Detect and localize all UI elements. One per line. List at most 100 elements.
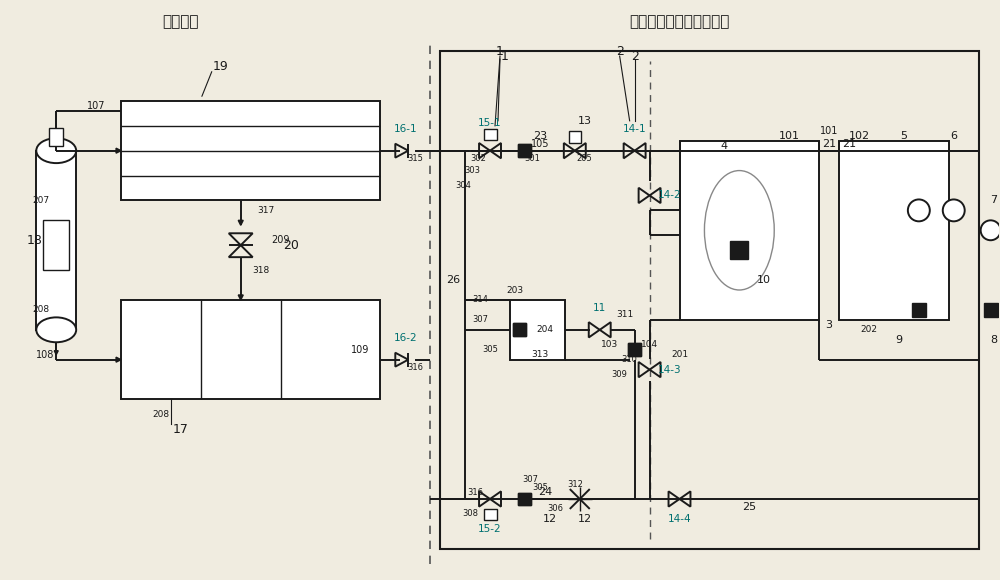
Text: 14-2: 14-2 [658, 190, 681, 201]
Bar [518, 144, 531, 157]
Text: 205: 205 [577, 154, 593, 163]
Text: 8: 8 [990, 335, 997, 345]
Text: 109: 109 [351, 345, 370, 355]
Bar [484, 129, 497, 140]
Bar [518, 492, 531, 505]
Polygon shape [116, 148, 121, 153]
Text: 203: 203 [506, 285, 524, 295]
Bar [36, 151, 76, 330]
Text: 7: 7 [990, 195, 997, 205]
Bar [484, 509, 497, 520]
Circle shape [908, 200, 930, 222]
Bar [121, 300, 380, 400]
Polygon shape [54, 351, 58, 355]
Bar [839, 141, 949, 320]
Bar [513, 323, 526, 336]
Text: 208: 208 [33, 306, 50, 314]
Text: 204: 204 [536, 325, 553, 334]
Text: 14-1: 14-1 [623, 124, 646, 134]
Bar [628, 343, 641, 356]
Text: 12: 12 [578, 514, 592, 524]
Text: 317: 317 [257, 206, 274, 215]
Text: 2: 2 [631, 50, 639, 63]
Text: 18: 18 [26, 234, 42, 246]
Text: 305: 305 [482, 345, 498, 354]
Text: 16-1: 16-1 [393, 124, 417, 134]
Text: 311: 311 [616, 310, 633, 320]
Text: 307: 307 [522, 474, 538, 484]
Text: 309: 309 [612, 370, 628, 379]
Text: 104: 104 [641, 340, 658, 349]
Text: 24: 24 [538, 487, 552, 497]
Polygon shape [238, 220, 243, 225]
Text: 314: 314 [472, 295, 488, 305]
Text: 308: 308 [462, 509, 478, 519]
Text: 301: 301 [524, 154, 540, 163]
Text: 310: 310 [622, 355, 638, 364]
Text: 305: 305 [532, 483, 548, 492]
Text: 1: 1 [501, 50, 509, 63]
Circle shape [943, 200, 965, 222]
Bar [513, 323, 526, 336]
Text: 16-2: 16-2 [393, 333, 417, 343]
Text: 13: 13 [578, 116, 592, 126]
Text: 6: 6 [950, 130, 957, 141]
Text: 12: 12 [543, 514, 557, 524]
Text: 17: 17 [173, 423, 189, 436]
Text: 306: 306 [547, 505, 563, 513]
Text: 101: 101 [779, 130, 800, 141]
Ellipse shape [36, 138, 76, 163]
Text: 15-2: 15-2 [478, 524, 502, 534]
Text: 102: 102 [848, 130, 870, 141]
Bar [121, 101, 380, 201]
Text: 9: 9 [895, 335, 902, 345]
Polygon shape [238, 295, 243, 300]
Text: 316: 316 [467, 488, 483, 496]
Text: 11: 11 [593, 303, 606, 313]
Text: 101: 101 [820, 126, 838, 136]
Text: 312: 312 [567, 480, 583, 488]
Text: 21: 21 [842, 139, 856, 148]
Text: 20: 20 [283, 239, 299, 252]
Polygon shape [116, 357, 121, 362]
Bar [43, 220, 69, 270]
Text: 1: 1 [496, 45, 504, 57]
Text: 23: 23 [533, 130, 547, 141]
Text: 108: 108 [36, 350, 55, 360]
Bar [730, 241, 748, 259]
Text: 21: 21 [822, 139, 836, 148]
Bar [680, 141, 819, 320]
Text: 201: 201 [671, 350, 688, 359]
Text: 313: 313 [531, 350, 549, 359]
Text: 316: 316 [407, 363, 423, 372]
Bar [628, 343, 641, 356]
Text: 318: 318 [252, 266, 269, 274]
Ellipse shape [36, 317, 76, 342]
Bar [518, 492, 531, 505]
Text: 202: 202 [860, 325, 877, 334]
Text: 25: 25 [742, 502, 756, 512]
Text: 5: 5 [900, 130, 907, 141]
Text: 207: 207 [33, 196, 50, 205]
Circle shape [981, 220, 1000, 240]
Text: 209: 209 [271, 235, 290, 245]
Bar [510, 300, 565, 360]
Text: 303: 303 [464, 166, 480, 175]
Text: 315: 315 [407, 154, 423, 163]
Text: 26: 26 [446, 275, 460, 285]
Text: 2: 2 [616, 45, 624, 57]
Text: 208: 208 [152, 410, 170, 419]
Text: 14-3: 14-3 [658, 365, 681, 375]
Text: 103: 103 [601, 340, 618, 349]
Bar [569, 131, 581, 143]
Text: 107: 107 [87, 101, 105, 111]
Bar [49, 128, 63, 146]
Text: 19: 19 [213, 60, 229, 72]
Text: 10: 10 [757, 275, 771, 285]
Text: 4: 4 [721, 141, 728, 151]
Bar [518, 144, 531, 157]
Text: 307: 307 [472, 316, 488, 324]
Text: 15-1: 15-1 [478, 118, 502, 128]
Text: 302: 302 [470, 154, 486, 163]
Text: 105: 105 [531, 139, 549, 148]
